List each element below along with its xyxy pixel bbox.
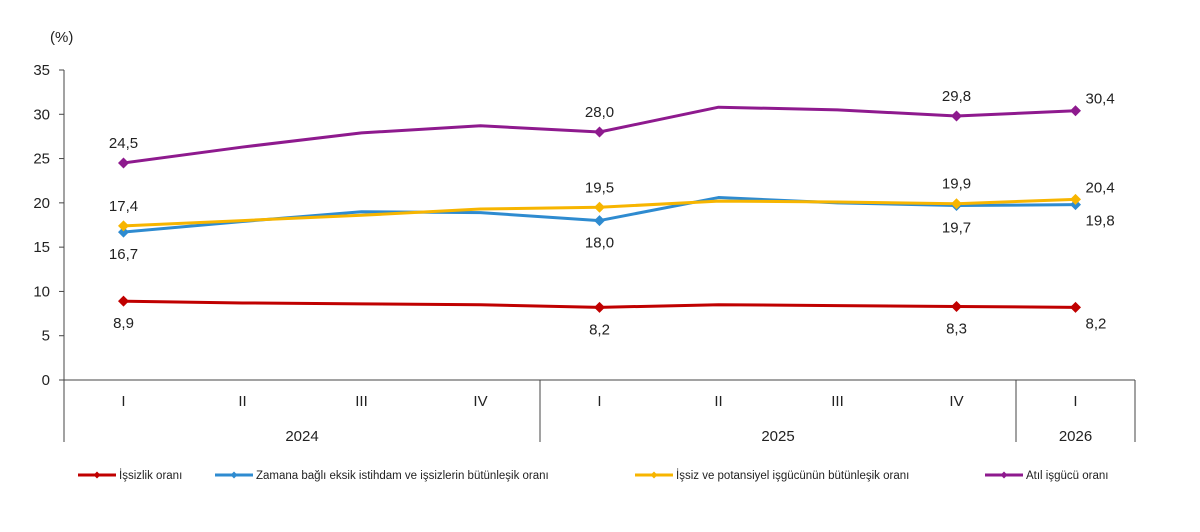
data-point-issizlik-orani bbox=[118, 295, 129, 307]
data-label-issizlik-orani: 8,2 bbox=[589, 321, 610, 338]
x-tick-label-quarter: I bbox=[1073, 393, 1077, 410]
x-tick-label-quarter: II bbox=[238, 393, 246, 410]
data-label-zamana-bagli-eksik-istihdam-ve-issizlerin-butunlesik-orani: 19,7 bbox=[942, 220, 971, 237]
y-tick-label: 0 bbox=[42, 372, 50, 389]
data-label-issiz-ve-potansiyel-isgucunun-butunlesik-orani: 19,9 bbox=[942, 176, 971, 193]
y-tick-label: 15 bbox=[33, 239, 50, 256]
data-label-issiz-ve-potansiyel-isgucunun-butunlesik-orani: 17,4 bbox=[109, 198, 138, 215]
y-tick-label: 35 bbox=[33, 62, 50, 79]
data-label-issiz-ve-potansiyel-isgucunun-butunlesik-orani: 20,4 bbox=[1086, 179, 1115, 196]
y-tick-label: 30 bbox=[33, 106, 50, 123]
data-point-zamana-bagli-eksik-istihdam-ve-issizlerin-butunlesik-orani bbox=[118, 226, 129, 238]
x-tick-label-quarter: IV bbox=[473, 393, 487, 410]
legend-marker-atil-isgucu-orani bbox=[1000, 471, 1008, 479]
x-tick-label-year: 2026 bbox=[1059, 428, 1092, 445]
y-tick-label: 10 bbox=[33, 283, 50, 300]
legend: İşsizlik oranı Zamana bağlı eksik istihda… bbox=[78, 469, 1108, 482]
x-tick-label-quarter: II bbox=[714, 393, 722, 410]
data-point-atil-isgucu-orani bbox=[594, 126, 605, 138]
data-point-issizlik-orani bbox=[594, 301, 605, 313]
data-point-issiz-ve-potansiyel-isgucunun-butunlesik-orani bbox=[118, 220, 129, 232]
x-tick-label-quarter: I bbox=[121, 393, 125, 410]
data-label-atil-isgucu-orani: 30,4 bbox=[1086, 91, 1115, 108]
data-label-atil-isgucu-orani: 28,0 bbox=[585, 104, 614, 121]
data-point-atil-isgucu-orani bbox=[951, 110, 962, 122]
data-point-issizlik-orani bbox=[1070, 301, 1081, 313]
data-point-zamana-bagli-eksik-istihdam-ve-issizlerin-butunlesik-orani bbox=[594, 215, 605, 227]
data-labels: 8,9 8,2 8,3 8,2 16,7 18,0 19,7 19,8 17,4 19,5 19,9… bbox=[109, 88, 1115, 338]
data-label-zamana-bagli-eksik-istihdam-ve-issizlerin-butunlesik-orani: 19,8 bbox=[1086, 213, 1115, 230]
data-point-atil-isgucu-orani bbox=[1070, 105, 1081, 117]
y-tick-label: 20 bbox=[33, 195, 50, 212]
data-label-zamana-bagli-eksik-istihdam-ve-issizlerin-butunlesik-orani: 18,0 bbox=[585, 235, 614, 252]
data-label-issiz-ve-potansiyel-isgucunun-butunlesik-orani: 19,5 bbox=[585, 179, 614, 196]
y-axis-unit-label: (%) bbox=[50, 29, 73, 46]
x-tick-label-year: 2025 bbox=[761, 428, 794, 445]
data-point-issiz-ve-potansiyel-isgucunun-butunlesik-orani bbox=[951, 198, 962, 210]
x-tick-label-quarter: III bbox=[355, 393, 368, 410]
legend-marker-issiz-ve-potansiyel-isgucunun-butunlesik-orani bbox=[650, 471, 658, 479]
data-point-issiz-ve-potansiyel-isgucunun-butunlesik-orani bbox=[1070, 193, 1081, 205]
x-tick-label-quarter: I bbox=[597, 393, 601, 410]
legend-label-issizlik-orani: İşsizlik oranı bbox=[119, 469, 182, 482]
data-point-atil-isgucu-orani bbox=[118, 157, 129, 169]
legend-label-issiz-ve-potansiyel-isgucunun-butunlesik-orani: İşsiz ve potansiyel işgücünün bütünleşik… bbox=[676, 469, 909, 482]
data-point-issizlik-orani bbox=[951, 300, 962, 312]
data-label-issizlik-orani: 8,9 bbox=[113, 315, 134, 332]
legend-label-atil-isgucu-orani: Atıl işgücü oranı bbox=[1026, 470, 1108, 482]
data-label-issizlik-orani: 8,2 bbox=[1086, 315, 1107, 332]
y-tick-label: 25 bbox=[33, 151, 50, 168]
series-markers bbox=[118, 105, 1081, 313]
legend-label-zamana-bagli-eksik-istihdam-ve-issizlerin-butunlesik-orani: Zamana bağlı eksik istihdam ve işsizleri… bbox=[256, 470, 549, 482]
x-tick-label-year: 2024 bbox=[285, 428, 318, 445]
x-tick-label-quarter: III bbox=[831, 393, 844, 410]
data-label-issizlik-orani: 8,3 bbox=[946, 320, 967, 337]
data-label-atil-isgucu-orani: 24,5 bbox=[109, 135, 138, 152]
x-tick-label-quarter: IV bbox=[949, 393, 963, 410]
data-label-atil-isgucu-orani: 29,8 bbox=[942, 88, 971, 105]
data-label-zamana-bagli-eksik-istihdam-ve-issizlerin-butunlesik-orani: 16,7 bbox=[109, 246, 138, 263]
legend-marker-zamana-bagli-eksik-istihdam-ve-issizlerin-butunlesik-orani bbox=[230, 471, 238, 479]
legend-marker-issizlik-orani bbox=[93, 471, 101, 479]
y-tick-label: 5 bbox=[42, 328, 50, 345]
data-point-issiz-ve-potansiyel-isgucunun-butunlesik-orani bbox=[594, 201, 605, 213]
